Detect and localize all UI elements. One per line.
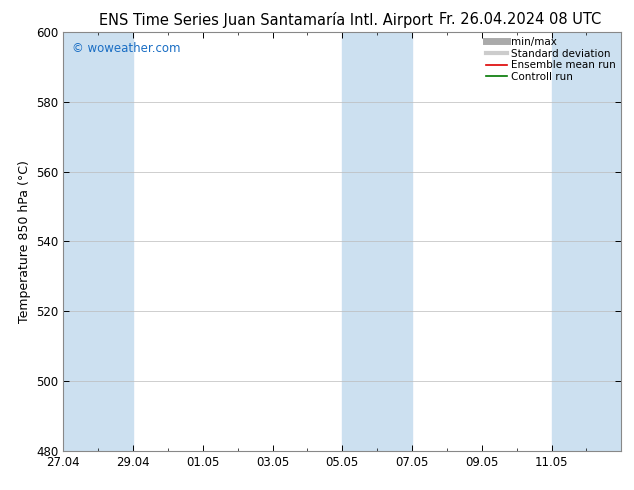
Text: © woweather.com: © woweather.com (72, 42, 180, 55)
Y-axis label: Temperature 850 hPa (°C): Temperature 850 hPa (°C) (18, 160, 30, 323)
Text: Fr. 26.04.2024 08 UTC: Fr. 26.04.2024 08 UTC (439, 12, 601, 27)
Text: ENS Time Series Juan Santamaría Intl. Airport: ENS Time Series Juan Santamaría Intl. Ai… (100, 12, 433, 28)
Bar (63, 32, 133, 451)
Legend: min/max, Standard deviation, Ensemble mean run, Controll run: min/max, Standard deviation, Ensemble me… (486, 37, 616, 82)
Bar (342, 32, 412, 451)
Bar (552, 32, 621, 451)
